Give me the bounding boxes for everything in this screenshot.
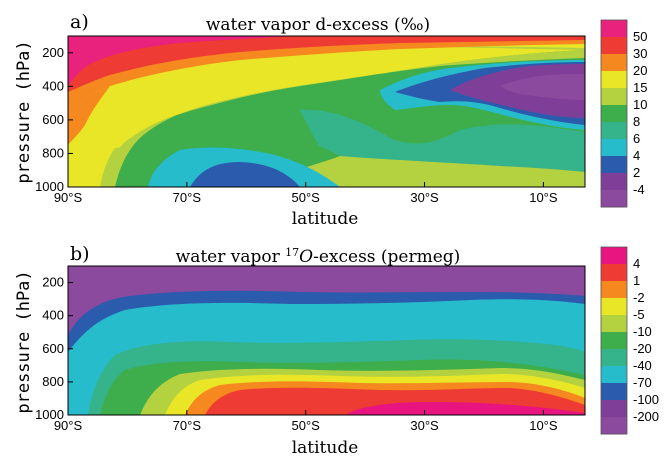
panel-b-frame <box>67 265 586 416</box>
panel-b-ylabel: pressure (hPa) <box>14 270 34 413</box>
colorbar-swatch <box>601 383 627 401</box>
colorbar-level-label: 1 <box>633 273 640 288</box>
colorbar-swatch <box>601 105 627 123</box>
y-tick-label: 200 <box>42 275 64 290</box>
colorbar-swatch <box>601 173 627 191</box>
a-level-4 <box>190 162 300 187</box>
panel-a-label: a) <box>70 11 89 33</box>
y-tick-label: 200 <box>42 45 64 60</box>
panel-b-xlabel: latitude <box>292 438 359 458</box>
colorbar-level-label: -70 <box>633 375 652 390</box>
a-level-50 <box>68 36 300 86</box>
y-tick-label: 400 <box>42 78 64 93</box>
colorbar-swatch <box>601 88 627 106</box>
colorbar-swatch <box>601 247 627 265</box>
x-tick-label: 30°S <box>410 418 439 433</box>
colorbar-level-label: -2 <box>633 290 645 305</box>
colorbar-swatch <box>601 122 627 140</box>
colorbar-level-label: 6 <box>633 131 640 146</box>
colorbar-swatch <box>601 139 627 157</box>
colorbar-swatch <box>601 281 627 299</box>
colorbar-level-label: 50 <box>633 29 647 44</box>
colorbar-swatch <box>601 298 627 316</box>
panel-b-colorbar: 4 1 -2 -5 -10 -20 -40 -70 -100 -200 <box>600 246 659 435</box>
colorbar-swatch <box>601 71 627 89</box>
panel-a: a) water vapor d-excess (‰) 200 400 600 800… <box>14 11 647 229</box>
x-tick-label: 50°S <box>292 190 321 205</box>
colorbar-level-label: 15 <box>633 80 647 95</box>
y-tick-label: 400 <box>42 308 64 323</box>
x-tick-label: 30°S <box>410 190 439 205</box>
panel-a-xlabel: latitude <box>292 209 359 229</box>
colorbar-level-label: -10 <box>633 324 652 339</box>
colorbar-level-label: -5 <box>633 307 645 322</box>
colorbar-level-label: 4 <box>633 148 640 163</box>
panel-b-title: water vapor 17O-excess (permeg) <box>176 246 461 267</box>
colorbar-level-label: -200 <box>633 409 659 424</box>
y-tick-label: 800 <box>42 145 64 160</box>
panel-a-title: water vapor d-excess (‰) <box>206 15 430 35</box>
colorbar-swatch <box>601 417 627 435</box>
colorbar-frame <box>600 19 628 208</box>
colorbar-swatch <box>601 20 627 38</box>
panel-b-contour-field <box>68 266 585 415</box>
colorbar-frame <box>600 246 628 435</box>
a-level-30b <box>68 86 110 145</box>
panel-b: b) water vapor 17O-excess (permeg) 200 40… <box>14 243 659 458</box>
colorbar-swatch <box>601 37 627 55</box>
y-tick-label: 1000 <box>35 407 64 422</box>
x-tick-label: 90°S <box>54 418 83 433</box>
a-level-m4 <box>500 74 585 100</box>
x-tick-label: 10°S <box>529 190 558 205</box>
colorbar-swatch <box>601 315 627 333</box>
colorbar-swatch <box>601 54 627 72</box>
x-tick-label: 70°S <box>173 190 202 205</box>
panel-a-y-ticks: 200 400 600 800 1000 <box>35 45 73 194</box>
y-tick-label: 600 <box>42 341 64 356</box>
colorbar-swatch <box>601 190 627 208</box>
colorbar-level-label: -40 <box>633 358 652 373</box>
colorbar-level-label: 4 <box>633 256 640 271</box>
panel-a-colorbar: 50 30 20 15 10 8 6 4 2 -4 <box>600 19 647 208</box>
y-tick-label: 800 <box>42 374 64 389</box>
colorbar-swatch <box>601 349 627 367</box>
panel-b-x-ticks: 90°S 70°S 50°S 30°S 10°S <box>54 410 558 433</box>
colorbar-level-label: 2 <box>633 165 640 180</box>
panel-b-y-ticks: 200 400 600 800 1000 <box>35 275 73 422</box>
panel-a-x-ticks: 90°S 70°S 50°S 30°S 10°S <box>54 182 558 205</box>
panel-b-label: b) <box>70 243 90 265</box>
y-tick-label: 600 <box>42 112 64 127</box>
colorbar-swatch <box>601 156 627 174</box>
panel-a-contour-field <box>68 36 585 187</box>
colorbar-swatch <box>601 366 627 384</box>
colorbar-level-label: 8 <box>633 114 640 129</box>
a-level-50r <box>68 36 585 92</box>
x-tick-label: 90°S <box>54 190 83 205</box>
panel-a-ylabel: pressure (hPa) <box>14 40 34 183</box>
x-tick-label: 50°S <box>292 418 321 433</box>
colorbar-level-label: -4 <box>633 182 645 197</box>
colorbar-level-label: 20 <box>633 63 647 78</box>
colorbar-swatch <box>601 400 627 418</box>
b-level-4 <box>345 402 585 415</box>
a-level-20 <box>68 42 585 187</box>
colorbar-level-label: 30 <box>633 46 647 61</box>
colorbar-level-label: -100 <box>633 392 659 407</box>
colorbar-swatch <box>601 264 627 282</box>
panel-a-frame <box>67 35 586 188</box>
x-tick-label: 70°S <box>173 418 202 433</box>
colorbar-swatch <box>601 332 627 350</box>
y-tick-label: 1000 <box>35 179 64 194</box>
colorbar-level-label: 10 <box>633 97 647 112</box>
x-tick-label: 10°S <box>529 418 558 433</box>
colorbar-level-label: -20 <box>633 341 652 356</box>
